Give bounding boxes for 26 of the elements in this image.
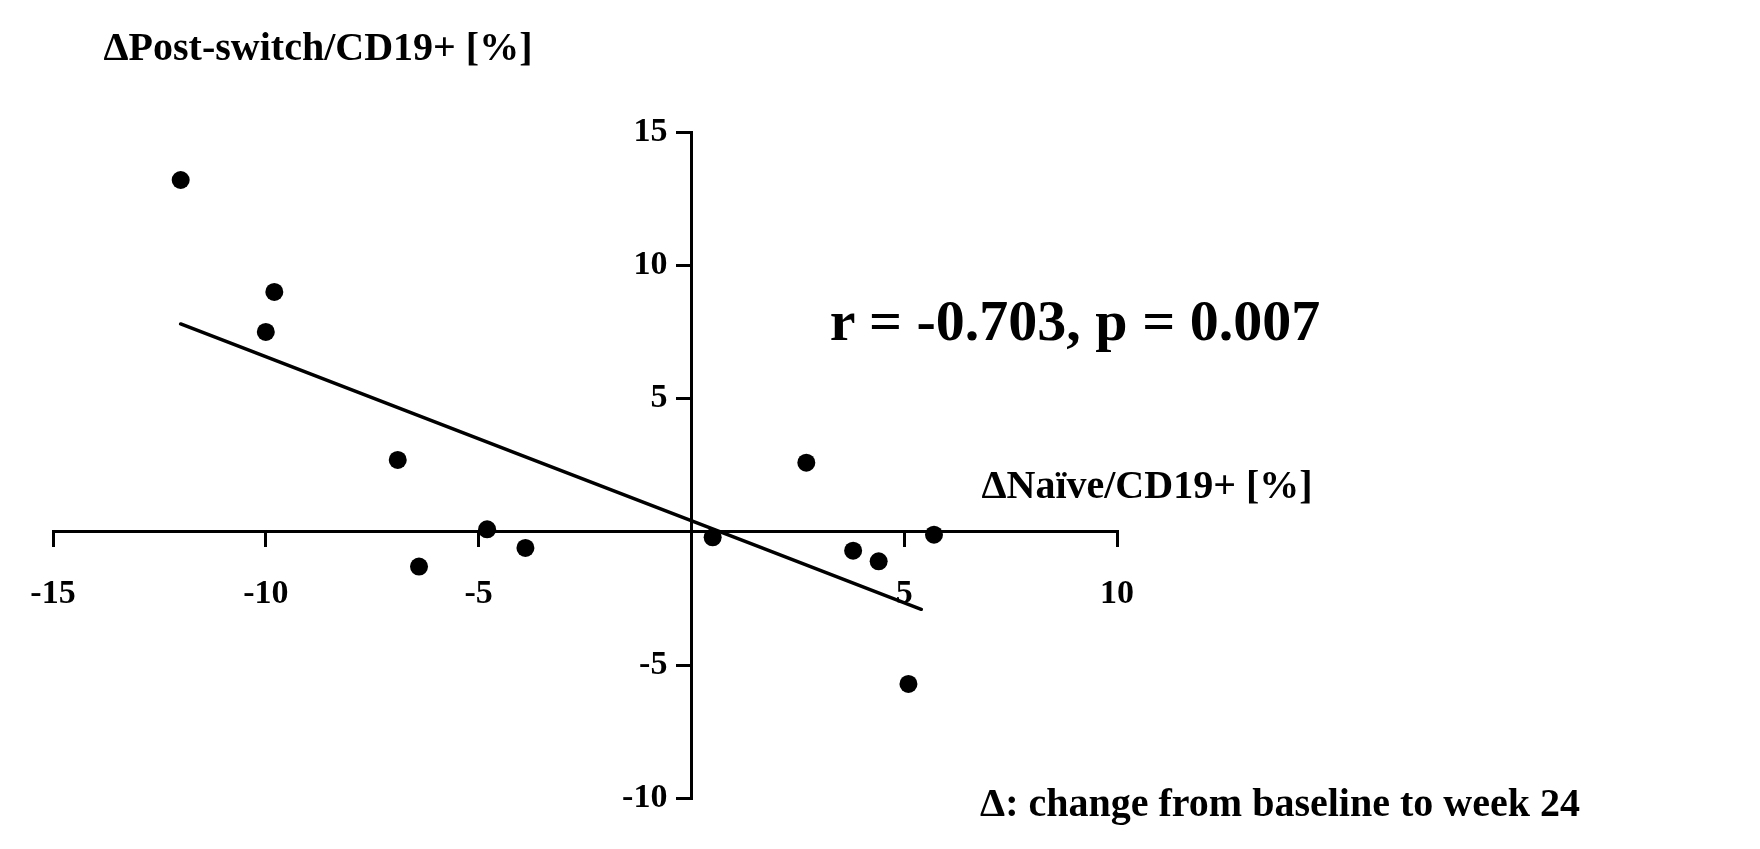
x-tick-label: 10 — [1100, 573, 1134, 611]
point — [410, 557, 429, 576]
point — [869, 552, 888, 571]
point — [171, 171, 190, 189]
y-tick-label: -10 — [622, 777, 668, 815]
y-axis-title: ΔPost-switch/CD19+ [%] — [103, 24, 533, 70]
point — [797, 453, 816, 472]
point — [265, 282, 284, 301]
point — [844, 541, 863, 560]
point — [703, 528, 722, 547]
y-tick-label: -5 — [639, 644, 668, 682]
point — [256, 322, 275, 341]
x-tick-label: -10 — [243, 573, 289, 611]
x-axis-title: ΔNaïve/CD19+ [%] — [981, 462, 1313, 508]
y-tick-label: 5 — [650, 377, 668, 415]
annotation: r = -0.703, p = 0.007 — [829, 287, 1321, 353]
x-tick-label: -5 — [464, 573, 493, 611]
annotation: Δ: change from baseline to week 24 — [980, 780, 1580, 826]
point — [478, 520, 497, 539]
y-tick-label: 10 — [633, 244, 668, 282]
x-tick-label: -15 — [30, 573, 76, 611]
point — [899, 674, 918, 693]
point — [516, 538, 535, 557]
point — [388, 450, 407, 469]
point — [924, 525, 943, 544]
y-tick-label: 15 — [633, 110, 668, 148]
